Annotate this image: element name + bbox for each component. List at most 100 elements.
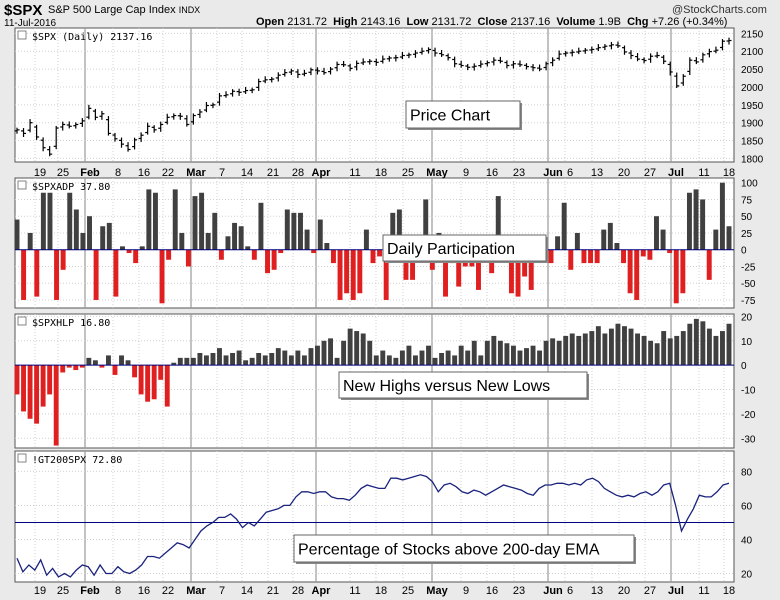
hlp-bar [269,352,275,366]
hlp-bar [40,365,46,407]
hlp-bar [230,352,236,366]
adp-bar [100,226,106,250]
hlp-bar [138,365,144,395]
hlp-y-tick-label: 10 [741,337,753,348]
x-tick-label: 23 [513,585,525,597]
hlp-bar [726,323,732,366]
price-y-tick-label: 1800 [741,154,764,165]
x-tick-label: Mar [186,585,206,597]
adp-bar [390,212,396,250]
adp-bar [706,249,712,280]
adp-bar [80,232,86,250]
hlp-bar [582,333,588,366]
hlp-bar [595,326,601,366]
x-tick-label: Apr [312,167,332,179]
adp-bar [133,249,139,264]
hlp-bar [517,350,523,366]
adp-bar [245,246,251,250]
adp-bar [350,249,356,300]
adp-bar [357,249,363,294]
hlp-bar [674,335,680,366]
hlp-bar [530,345,536,366]
hlp-bar [288,355,294,366]
hlp-bar [145,365,151,402]
hlp-annotation-text: New Highs versus New Lows [343,378,550,395]
adp-bar [686,192,692,250]
adp-bar [719,182,725,250]
hlp-bar [34,365,40,424]
hlp-y-tick-label: -20 [741,410,756,421]
adp-bar [199,192,205,250]
price-y-tick-label: 2050 [741,65,764,76]
x-tick-label: 22 [162,167,174,179]
hlp-bar [569,333,575,366]
x-tick-label: 8 [115,585,121,597]
adp-bar [179,232,185,250]
adp-bar [680,249,686,294]
adp-bar [627,249,633,294]
x-tick-label: 14 [241,167,253,179]
adp-bar [403,249,409,280]
adp-bar [212,212,218,250]
x-tick-label: 14 [241,585,253,597]
adp-bar [607,222,613,250]
x-tick-label: 28 [292,585,304,597]
hlp-bar [347,328,353,366]
adp-bar [654,216,659,250]
x-tick-label: Apr [312,585,332,597]
adp-y-tick-label: 50 [741,212,753,223]
adp-y-tick-label: 100 [741,179,758,190]
hlp-bar [53,365,59,446]
adp-bar [344,249,350,294]
adp-bar [139,246,145,250]
adp-bar [621,249,626,264]
hlp-bar [249,357,255,366]
price-y-tick-label: 1950 [741,101,764,112]
price-plot-area [14,27,735,163]
price-y-tick-label: 2150 [741,29,764,40]
x-tick-label: 18 [375,167,387,179]
hlp-bar [419,350,425,366]
hlp-annotation-box [338,371,588,399]
hlp-bar [184,357,190,366]
adp-y-tick-label: -25 [741,262,756,273]
adp-bar [370,249,376,264]
x-tick-label: 28 [292,167,304,179]
adp-bar [159,249,165,304]
hlp-bar [92,360,98,366]
hlp-bar [615,323,621,366]
adp-bar [581,249,587,264]
hlp-bar [282,350,288,366]
adp-bar [126,249,132,254]
x-tick-label: 6 [567,167,573,179]
hlp-bar [151,365,157,400]
adp-bar [660,229,666,250]
hlp-bar [164,365,170,407]
adp-bar [476,249,481,290]
adp-y-tick-label: 25 [741,229,753,240]
price-legend-marker [17,30,27,40]
x-tick-label: 13 [591,585,603,597]
adp-bar [396,209,402,250]
x-tick-label: Jun [543,585,563,597]
adp-bar [495,196,501,250]
adp-legend-text: $SPXADP 37.80 [32,182,110,193]
hlp-bar [328,338,333,366]
adp-bar [667,249,673,254]
adp-bar [60,249,66,270]
gt200-legend-text: !GT200SPX 72.80 [32,455,122,466]
hlp-bar [635,333,640,366]
adp-bar [172,189,178,250]
exchange-code: INDX [178,5,201,15]
hlp-bar [439,352,445,366]
hlp-legend-text: $SPXHLP 16.80 [32,318,110,329]
adp-bar [34,249,40,297]
adp-bar [205,232,211,250]
adp-bar [561,202,567,250]
hlp-bar [301,355,307,366]
x-tick-label: 18 [723,585,735,597]
adp-bar [251,249,257,260]
adp-bar [594,249,600,264]
x-tick-label: 11 [349,585,360,597]
adp-bar [330,249,336,264]
